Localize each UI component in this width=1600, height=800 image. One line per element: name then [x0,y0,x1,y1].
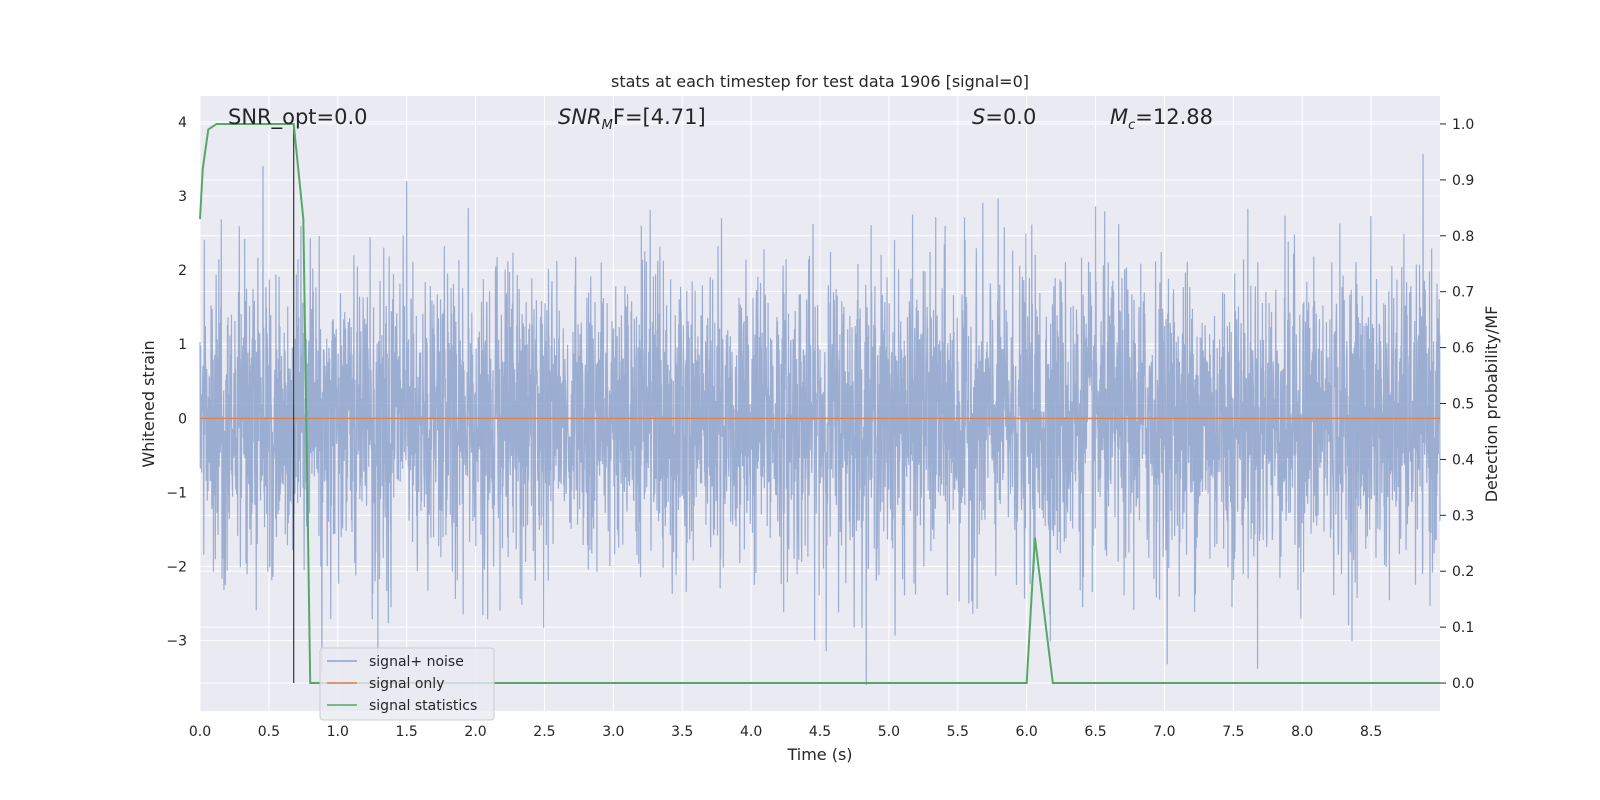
legend-label-signal-only: signal only [369,676,444,692]
x-tick-label: 6.5 [1084,724,1106,740]
y-tick-label: −3 [166,634,187,650]
y-tick-label: 1 [178,337,187,353]
y2-tick-label: 1.0 [1452,117,1474,133]
y2-tick-label: 0.8 [1452,229,1474,245]
x-tick-label: 4.5 [809,724,831,740]
x-tick-label: 1.0 [327,724,349,740]
y2-tick-label: 0.1 [1452,620,1474,636]
y2-tick-label: 0.2 [1452,564,1474,580]
y-tick-label: −1 [166,485,187,501]
chart-title: stats at each timestep for test data 190… [611,72,1029,91]
annotation-s: S=0.0 [972,105,1036,129]
x-tick-label: 2.0 [464,724,486,740]
series-signal-noise-line [199,154,1441,686]
legend-box [319,647,495,721]
y-tick-label: 2 [178,263,187,279]
x-tick-label: 8.0 [1291,724,1313,740]
annotation-mc: Mc=12.88 [1110,105,1213,133]
x-tick-label: 6.0 [1016,724,1038,740]
legend: signal+ noise signal only signal statist… [319,647,495,721]
x-tick-label: 4.0 [740,724,762,740]
y2-tick-label: 0.5 [1452,397,1474,413]
x-tick-label: 1.5 [396,724,418,740]
y2-tick-label: 0.3 [1452,508,1474,524]
y2-tick-label: 0.4 [1452,452,1474,468]
y2-tick-label: 0.9 [1452,173,1474,189]
x-tick-label: 0.0 [189,724,211,740]
y2-tick-label: 0.0 [1452,676,1474,692]
y-tick-label: 0 [178,411,187,427]
y-tick-label: −2 [166,560,187,576]
y2-axis-label: Detection probability/MF [1482,306,1501,503]
x-tick-label: 3.0 [602,724,624,740]
legend-label-signal-statistics: signal statistics [369,698,477,714]
x-tick-label: 2.5 [533,724,555,740]
series-layer [199,122,1441,686]
x-tick-label: 5.0 [878,724,900,740]
legend-label-signal-noise: signal+ noise [369,654,464,670]
x-tick-label: 8.5 [1360,724,1382,740]
series-signal-statistics-line [199,122,1440,685]
y2-tick-label: 0.7 [1452,285,1474,301]
x-tick-label: 0.5 [258,724,280,740]
y-tick-label: 4 [178,115,187,131]
y2-tick-label: 0.6 [1452,341,1474,357]
y-tick-label: 3 [178,189,187,205]
x-axis-label: Time (s) [786,745,852,764]
x-tick-label: 7.5 [1222,724,1244,740]
y-axis-label: Whitened strain [139,340,158,467]
x-tick-label: 3.5 [671,724,693,740]
annotation-snr-opt: SNR_opt=0.0 [228,105,368,130]
annotation-snr-mf: SNRMF=[4.71] [558,105,706,133]
x-tick-label: 7.0 [1153,724,1175,740]
ticks: 0.0 0.5 1.0 1.5 2.0 2.5 3.0 3.5 4.0 4.5 5.0 5.5 6.0 6… [166,115,1474,740]
x-tick-label: 5.5 [947,724,969,740]
